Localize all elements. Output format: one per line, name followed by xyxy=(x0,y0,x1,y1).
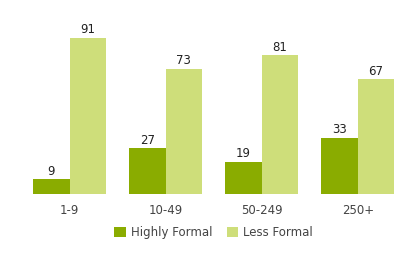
Bar xyxy=(225,162,262,194)
Text: 27: 27 xyxy=(140,134,155,147)
Bar xyxy=(70,38,106,194)
Text: 19: 19 xyxy=(236,147,251,160)
Bar xyxy=(321,138,358,194)
Text: 67: 67 xyxy=(369,65,383,78)
Text: 33: 33 xyxy=(332,123,347,136)
Legend: Highly Formal, Less Formal: Highly Formal, Less Formal xyxy=(110,221,318,244)
Bar xyxy=(129,148,166,194)
Text: 73: 73 xyxy=(176,55,191,68)
Text: 81: 81 xyxy=(272,41,287,54)
Bar xyxy=(33,179,70,194)
Bar xyxy=(358,79,394,194)
Bar xyxy=(166,69,202,194)
Text: 9: 9 xyxy=(48,164,55,178)
Bar xyxy=(262,55,298,194)
Text: 91: 91 xyxy=(80,23,96,36)
